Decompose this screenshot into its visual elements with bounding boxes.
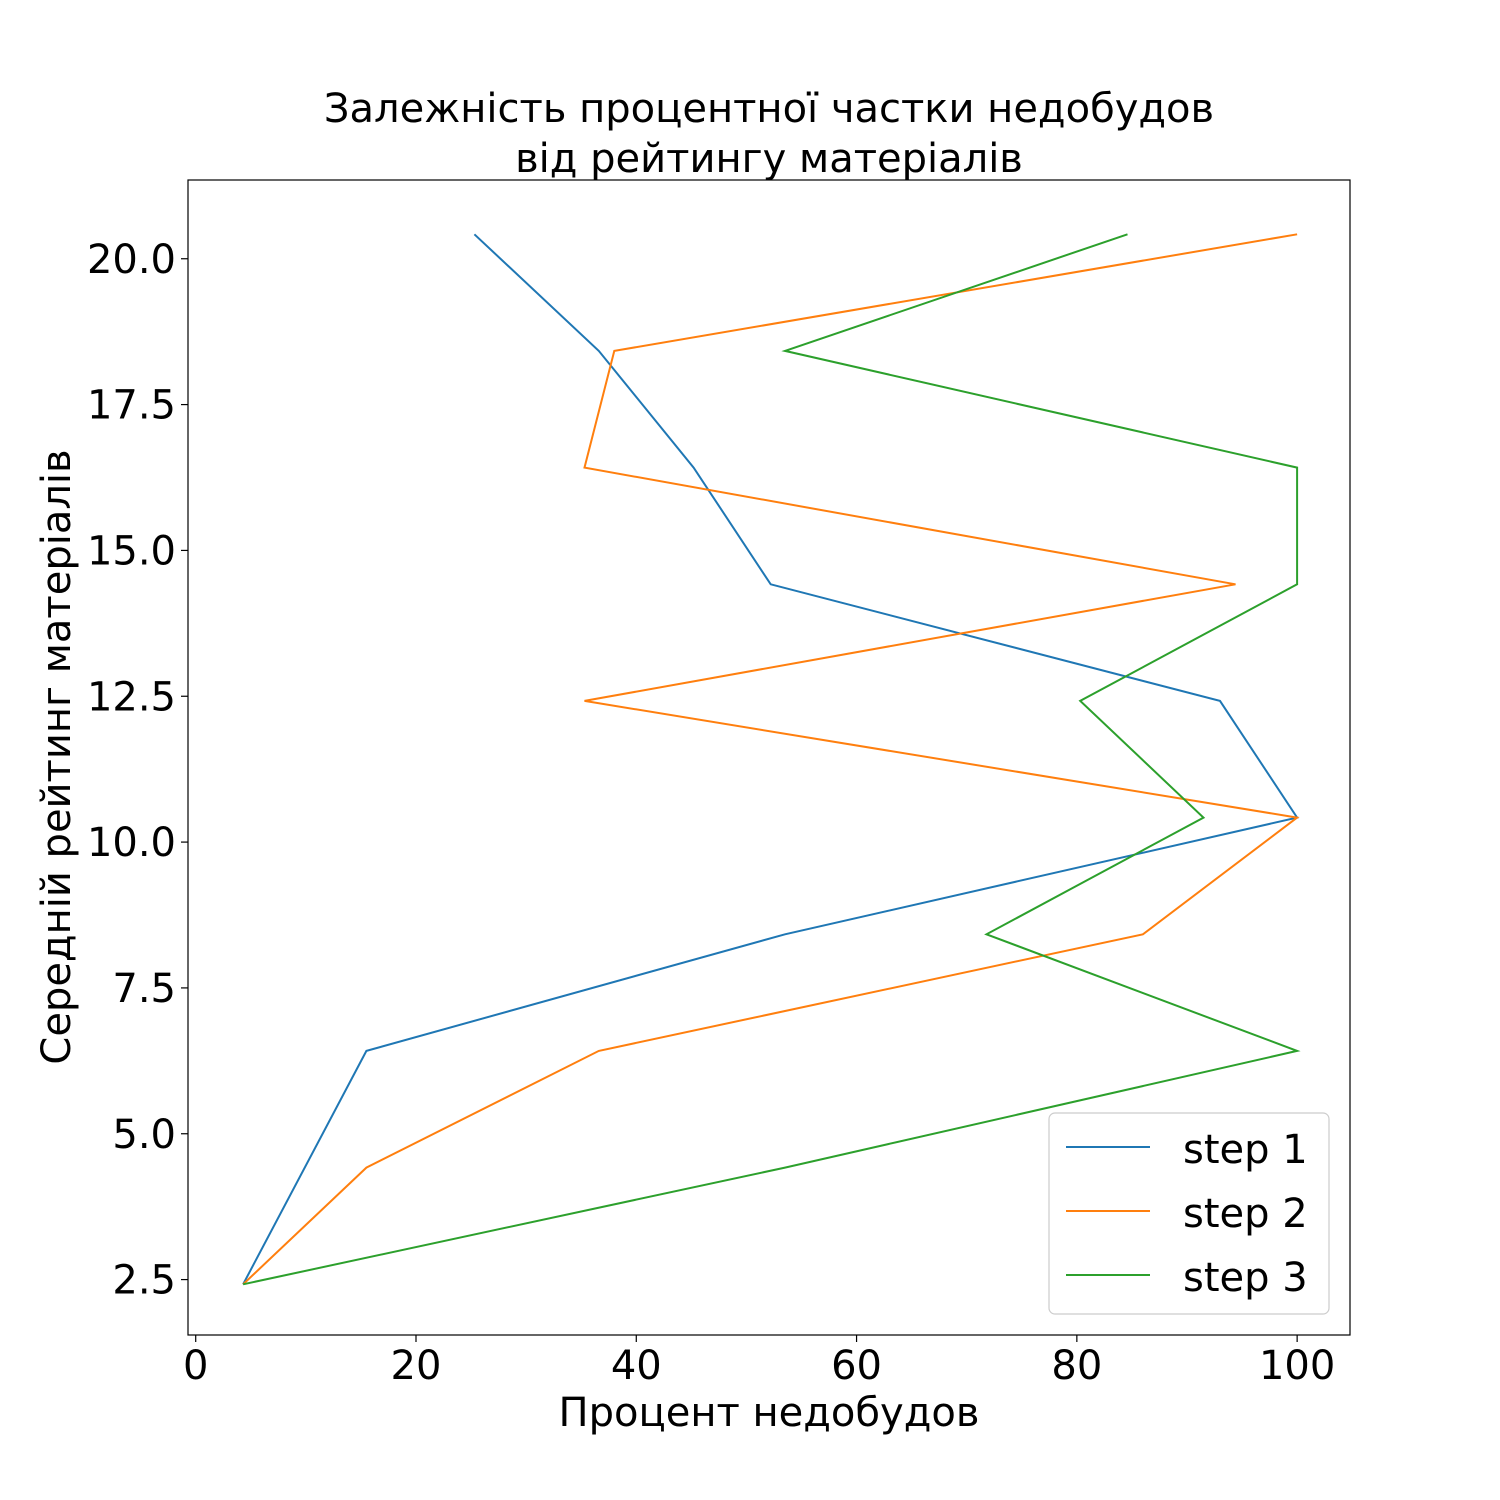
y-tick-label: 12.5 — [87, 674, 176, 720]
y-tick-label: 2.5 — [112, 1258, 176, 1304]
series-lines — [242, 233, 1301, 1286]
y-axis-label: Середній рейтинг матеріалів — [34, 449, 80, 1064]
x-axis-label: Процент недобудов — [559, 1390, 980, 1436]
x-tick-label: 40 — [611, 1343, 662, 1389]
y-tick-label: 17.5 — [87, 383, 176, 429]
x-tick-label: 20 — [391, 1343, 442, 1389]
chart-title-line-2: від рейтингу матеріалів — [515, 136, 1023, 182]
y-tick-label: 7.5 — [112, 966, 176, 1012]
x-tick-label: 100 — [1259, 1343, 1335, 1389]
legend: step 1 step 2 step 3 — [1048, 1112, 1330, 1315]
series-line-step-3 — [242, 233, 1301, 1286]
legend-frame — [1048, 1112, 1330, 1315]
x-tick-label: 80 — [1051, 1343, 1102, 1389]
axis-ticks: 0 20 40 60 80 100 2.5 5.0 7.5 10.0 12.5 15.0 17.5 20.… — [87, 237, 1335, 1389]
plot-frame — [187, 179, 1351, 1336]
x-tick-label: 60 — [831, 1343, 882, 1389]
chart-title-line-1: Залежність процентної частки недобудов — [324, 86, 1214, 132]
y-tick-label: 10.0 — [87, 820, 176, 866]
legend-label-step-2: step 2 — [1183, 1191, 1308, 1237]
series-line-step-2 — [242, 233, 1300, 1286]
y-tick-label: 20.0 — [87, 237, 176, 283]
x-tick-label: 0 — [183, 1343, 208, 1389]
y-tick-label: 15.0 — [87, 528, 176, 574]
legend-label-step-1: step 1 — [1183, 1127, 1308, 1173]
y-tick-label: 5.0 — [112, 1112, 176, 1158]
legend-label-step-3: step 3 — [1183, 1255, 1308, 1301]
series-line-step-1 — [242, 233, 1299, 1285]
